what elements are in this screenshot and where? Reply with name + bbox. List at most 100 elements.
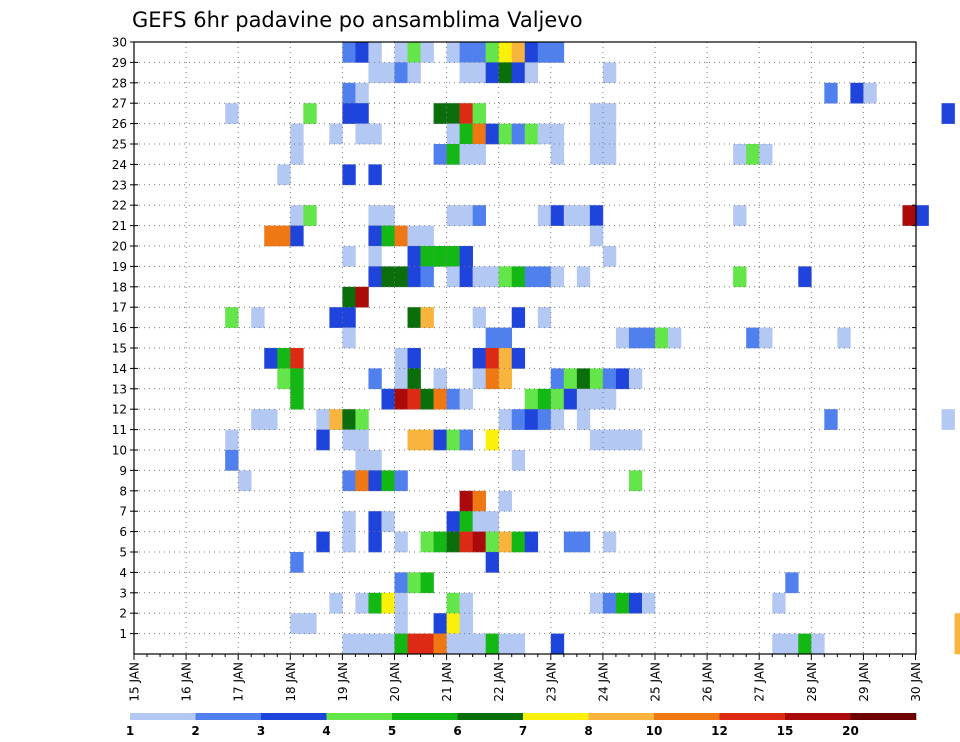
heatmap-cell <box>290 205 304 226</box>
heatmap-cell <box>303 205 317 226</box>
x-tick-label: 15 JAN <box>128 662 142 702</box>
heatmap-cell <box>602 246 617 267</box>
heatmap-cell <box>342 307 356 328</box>
y-tick-label: 25 <box>112 138 127 152</box>
heatmap-cell <box>550 633 565 655</box>
heatmap-cell <box>498 327 513 349</box>
heatmap-cell <box>837 327 851 349</box>
heatmap-cell <box>511 123 526 145</box>
heatmap-cell <box>459 205 473 226</box>
heatmap-cell <box>472 307 486 328</box>
y-tick-label: 26 <box>112 117 127 131</box>
heatmap-cell <box>537 266 552 288</box>
heatmap-cell <box>850 82 864 104</box>
legend-label: 3 <box>257 724 265 738</box>
heatmap-cell <box>759 144 773 165</box>
heatmap-cell <box>394 633 408 655</box>
heatmap-cell <box>459 42 473 63</box>
x-tick-label: 27 JAN <box>753 662 767 702</box>
heatmap-cell <box>615 327 630 349</box>
y-tick-label: 3 <box>119 586 127 600</box>
heatmap-cell <box>459 266 473 288</box>
heatmap-cell <box>433 388 447 410</box>
legend-swatch <box>457 713 524 720</box>
heatmap-cell <box>251 409 265 430</box>
y-tick-label: 7 <box>119 505 127 519</box>
heatmap-cell <box>589 123 604 145</box>
heatmap-cell <box>433 633 447 655</box>
y-tick-label: 10 <box>112 444 127 458</box>
heatmap-cell <box>550 42 565 63</box>
heatmap-cell <box>446 205 460 226</box>
heatmap-cell <box>342 327 356 349</box>
heatmap-cell <box>225 450 239 471</box>
heatmap-cell <box>394 348 408 369</box>
heatmap-cell <box>433 144 447 165</box>
heatmap-cell <box>368 62 382 84</box>
legend-label: 6 <box>453 724 461 738</box>
heatmap-cell <box>446 266 460 288</box>
chart-title: GEFS 6hr padavine po ansamblima Valjevo <box>132 8 583 32</box>
heatmap-cell <box>290 225 304 247</box>
heatmap-cell <box>498 368 513 390</box>
heatmap-cell <box>459 429 473 451</box>
heatmap-cell <box>342 246 356 267</box>
heatmap-cell <box>342 633 356 655</box>
heatmap-cell <box>485 62 500 84</box>
heatmap-cell <box>355 409 369 430</box>
heatmap-cell <box>941 103 955 124</box>
legend-label: 1 <box>126 724 134 738</box>
x-tick-label: 22 JAN <box>492 662 506 702</box>
heatmap-cell <box>368 42 382 63</box>
heatmap-cell <box>368 368 382 390</box>
heatmap-cell <box>863 82 877 104</box>
heatmap-cell <box>472 62 486 84</box>
heatmap-cell <box>485 327 500 349</box>
heatmap-cell <box>589 592 604 614</box>
heatmap-cell <box>381 266 395 288</box>
heatmap-cell <box>459 123 473 145</box>
heatmap-cell <box>563 531 578 553</box>
legend-label: 5 <box>388 724 396 738</box>
heatmap-cell <box>498 490 513 512</box>
heatmap-cell <box>342 470 356 492</box>
heatmap-cell <box>641 327 656 349</box>
x-tick-label: 30 JAN <box>909 662 923 702</box>
y-tick-label: 18 <box>112 280 127 294</box>
x-tick-label: 20 JAN <box>388 662 402 702</box>
legend-swatch <box>719 713 786 720</box>
heatmap-cell <box>355 429 369 451</box>
y-tick-label: 21 <box>112 219 127 233</box>
heatmap-cell <box>589 103 604 124</box>
heatmap-cell <box>524 409 539 430</box>
heatmap-cell <box>394 388 408 410</box>
heatmap-cell <box>576 266 591 288</box>
heatmap-cell <box>290 368 304 390</box>
heatmap-cell <box>290 388 304 410</box>
heatmap-cell <box>576 368 591 390</box>
heatmap-cell <box>420 266 434 288</box>
heatmap-cell <box>329 409 343 430</box>
heatmap-cell <box>563 205 578 226</box>
heatmap-cell <box>537 307 552 328</box>
heatmap-cell <box>264 409 278 430</box>
heatmap-cell <box>290 552 304 573</box>
heatmap-cell <box>602 429 617 451</box>
heatmap-cell <box>342 286 356 308</box>
heatmap-cell <box>615 592 630 614</box>
heatmap-cell <box>472 633 486 655</box>
heatmap-cell <box>628 429 643 451</box>
x-tick-label: 26 JAN <box>701 662 715 702</box>
heatmap-cell <box>368 246 382 267</box>
heatmap-cell <box>407 633 421 655</box>
heatmap-cell <box>824 82 838 104</box>
heatmap-cell <box>394 572 408 594</box>
x-tick-label: 21 JAN <box>440 662 454 702</box>
heatmap-cell <box>381 511 395 532</box>
heatmap-cell <box>277 368 291 390</box>
heatmap-cell <box>446 613 460 634</box>
heatmap-cell <box>420 307 434 328</box>
heatmap-cell <box>459 388 473 410</box>
heatmap-cell <box>433 613 447 634</box>
